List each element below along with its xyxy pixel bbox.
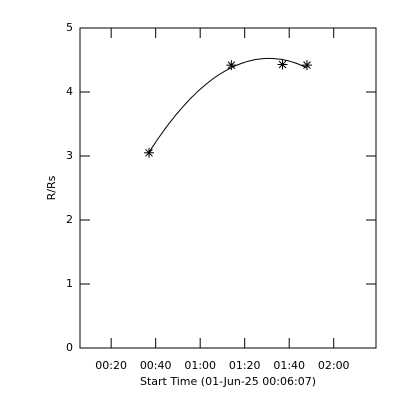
y-tick-label: 1 bbox=[66, 277, 73, 290]
x-axis-label: Start Time (01-Jun-25 00:06:07) bbox=[140, 375, 316, 388]
y-tick-label: 2 bbox=[66, 213, 73, 226]
data-point bbox=[302, 60, 313, 71]
y-axis-label: R/Rs bbox=[45, 175, 58, 200]
x-tick-label: 01:40 bbox=[273, 359, 305, 372]
plot-frame bbox=[79, 27, 377, 349]
data-point bbox=[226, 60, 237, 71]
y-tick-label: 3 bbox=[66, 149, 73, 162]
data-point bbox=[277, 59, 288, 70]
y-tick-label: 0 bbox=[66, 341, 73, 354]
marker-stroke bbox=[227, 61, 236, 69]
x-tick-label: 00:20 bbox=[95, 359, 127, 372]
marker-stroke bbox=[145, 148, 153, 157]
marker-stroke bbox=[278, 60, 287, 69]
x-tick-label: 01:20 bbox=[229, 359, 261, 372]
y-tick-label: 5 bbox=[66, 21, 73, 34]
marker-stroke bbox=[303, 61, 311, 69]
x-tick-label: 02:00 bbox=[318, 359, 350, 372]
x-tick-label: 00:40 bbox=[140, 359, 172, 372]
fit-curve bbox=[148, 57, 308, 153]
data-point bbox=[143, 147, 154, 158]
y-tick-label: 4 bbox=[66, 85, 73, 98]
x-tick-label: 01:00 bbox=[184, 359, 216, 372]
